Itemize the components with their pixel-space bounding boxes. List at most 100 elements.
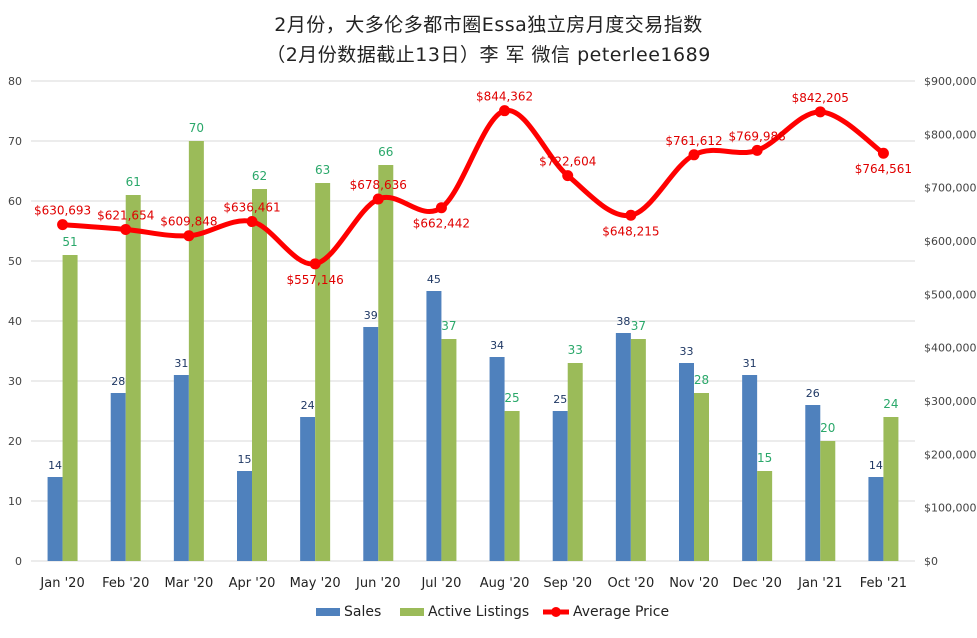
- bar-sales: [868, 477, 884, 561]
- bar-sales: [552, 411, 568, 561]
- data-label-average-price: $621,654: [97, 208, 154, 222]
- left-axis-tick: 10: [8, 495, 22, 508]
- bar-active-listings: [630, 339, 646, 561]
- data-label-sales: 26: [806, 387, 820, 400]
- data-label-active-listings: 66: [378, 145, 393, 159]
- bar-active-listings: [62, 255, 78, 561]
- bar-sales: [742, 375, 758, 561]
- data-label-sales: 31: [174, 357, 188, 370]
- bar-active-listings: [315, 183, 331, 561]
- data-label-average-price: $842,205: [792, 91, 849, 105]
- data-label-sales: 31: [743, 357, 757, 370]
- data-label-active-listings: 51: [62, 235, 77, 249]
- bar-sales: [805, 405, 821, 561]
- bar-sales: [363, 327, 379, 561]
- data-label-average-price: $636,461: [223, 201, 280, 215]
- right-axis-tick: $100,000: [924, 502, 977, 515]
- legend-label-active-listings: Active Listings: [428, 604, 529, 620]
- left-axis-tick: 40: [8, 315, 22, 328]
- right-axis-tick: $800,000: [924, 128, 977, 141]
- bar-active-listings: [504, 411, 520, 561]
- bar-active-listings: [883, 417, 899, 561]
- x-axis-tick: Feb '20: [102, 576, 149, 591]
- left-axis-tick: 70: [8, 135, 22, 148]
- x-axis-tick: Nov '20: [669, 576, 719, 591]
- bar-sales: [47, 477, 63, 561]
- data-label-average-price: $678,636: [350, 178, 407, 192]
- bar-active-listings: [188, 141, 204, 561]
- data-label-sales: 39: [364, 309, 378, 322]
- data-label-average-price: $557,146: [287, 273, 344, 287]
- data-label-average-price: $761,612: [665, 134, 722, 148]
- data-label-active-listings: 37: [631, 319, 646, 333]
- point-average-price: [814, 106, 826, 118]
- x-axis-tick: Jan '20: [39, 576, 84, 591]
- point-average-price: [120, 223, 132, 235]
- left-axis-tick: 60: [8, 195, 22, 208]
- data-label-active-listings: 63: [315, 163, 330, 177]
- point-average-price: [751, 144, 763, 156]
- data-label-sales: 33: [680, 345, 694, 358]
- data-label-sales: 15: [238, 453, 252, 466]
- left-axis-tick: 80: [8, 75, 22, 88]
- bar-active-listings: [694, 393, 709, 561]
- point-average-price: [246, 216, 258, 228]
- data-label-sales: 25: [553, 393, 567, 406]
- right-axis-tick: $300,000: [924, 395, 977, 408]
- data-label-active-listings: 25: [504, 391, 519, 405]
- right-axis-tick: $400,000: [924, 342, 977, 355]
- bar-sales: [615, 333, 631, 561]
- point-average-price: [625, 209, 637, 221]
- x-axis-tick: Sep '20: [543, 576, 592, 591]
- right-axis-tick: $700,000: [924, 182, 977, 195]
- x-axis-tick: Aug '20: [480, 576, 530, 591]
- data-label-sales: 38: [616, 315, 630, 328]
- point-average-price: [499, 105, 511, 117]
- bar-active-listings: [757, 471, 773, 561]
- point-average-price: [688, 149, 700, 161]
- x-axis-tick: Mar '20: [164, 576, 213, 591]
- right-axis-tick: $200,000: [924, 448, 977, 461]
- data-label-active-listings: 15: [757, 451, 772, 465]
- data-label-sales: 14: [48, 459, 62, 472]
- bar-sales: [489, 357, 505, 561]
- chart-subtitle: （2月份数据截止13日）李 军 微信 peterlee1689: [266, 44, 711, 66]
- bar-active-listings: [567, 363, 583, 561]
- legend-swatch-active-listings: [400, 608, 424, 616]
- x-axis-tick: Dec '20: [732, 576, 781, 591]
- right-axis-tick: $0: [924, 555, 938, 568]
- data-label-average-price: $844,362: [476, 90, 533, 104]
- data-label-average-price: $764,561: [855, 162, 912, 176]
- data-label-active-listings: 37: [441, 319, 456, 333]
- point-average-price: [183, 230, 195, 242]
- data-label-average-price: $609,848: [160, 215, 217, 229]
- data-label-sales: 14: [869, 459, 883, 472]
- data-label-average-price: $630,693: [34, 204, 91, 218]
- legend-label-sales: Sales: [344, 604, 381, 620]
- series-line-average-price: [60, 108, 886, 267]
- data-label-active-listings: 70: [189, 121, 204, 135]
- bar-active-listings: [820, 441, 836, 561]
- data-label-sales: 34: [490, 339, 504, 352]
- data-label-active-listings: 20: [820, 421, 835, 435]
- left-axis-tick: 20: [8, 435, 22, 448]
- data-label-active-listings: 28: [694, 373, 709, 387]
- point-average-price: [309, 258, 321, 270]
- data-label-average-price: $722,604: [539, 155, 596, 169]
- point-average-price: [435, 202, 447, 214]
- point-average-price: [57, 219, 69, 231]
- legend-label-average-price: Average Price: [573, 604, 669, 620]
- data-label-active-listings: 61: [126, 175, 141, 189]
- left-axis-tick: 30: [8, 375, 22, 388]
- left-axis-tick: 50: [8, 255, 22, 268]
- right-axis-tick: $900,000: [924, 75, 977, 88]
- data-label-sales: 24: [301, 399, 315, 412]
- data-label-average-price: $769,988: [729, 129, 786, 143]
- legend-marker-average-price: [551, 607, 561, 617]
- point-average-price: [877, 147, 889, 159]
- data-label-sales: 28: [111, 375, 125, 388]
- x-axis-tick: May '20: [290, 576, 341, 591]
- chart-title: 2月份，大多伦多都市圈Essa独立房月度交易指数: [274, 14, 703, 36]
- bar-active-listings: [125, 195, 141, 561]
